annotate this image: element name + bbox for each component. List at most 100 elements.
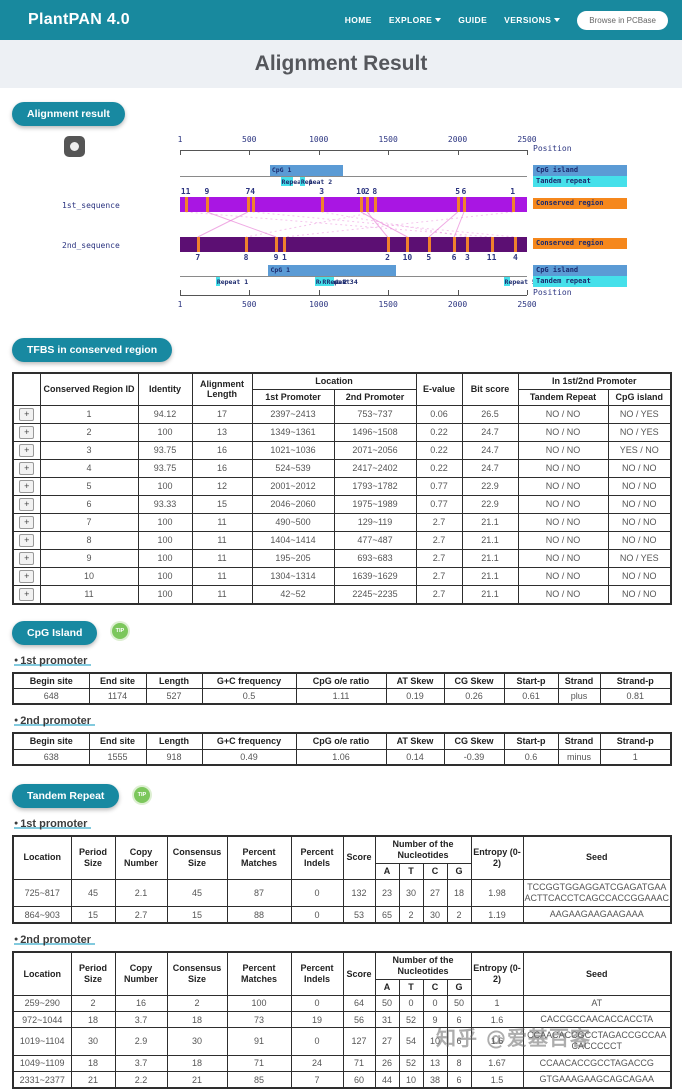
alignment-result-section-button[interactable]: Alignment result [12, 102, 125, 126]
promoter1-location-cell: 1404~1414 [251, 530, 335, 550]
tandem-repeat-cell: NO / NO [517, 422, 609, 442]
promoter1-location-cell: 524~539 [251, 458, 335, 478]
tandem-header-copy: Copy Number [114, 835, 168, 880]
browse-pcbase-button[interactable]: Browse in PCBase [577, 10, 668, 30]
cpg-header-end: End site [88, 672, 147, 690]
tfbs-header-1st-promoter: 1st Promoter [251, 388, 335, 406]
tip-badge-icon[interactable]: TIP [133, 786, 150, 803]
tfbs-header-2nd-promoter: 2nd Promoter [333, 388, 417, 406]
nucleotide-g-cell: 50 [446, 994, 472, 1012]
period-size-cell: 30 [70, 1027, 116, 1056]
marker-number: 4 [513, 253, 518, 262]
tandem-header-a: A [374, 978, 400, 996]
expand-cell: + [12, 530, 41, 550]
cpg-island-cell: NO / YES [607, 422, 672, 442]
expand-row-button[interactable]: + [19, 551, 35, 565]
cpg-island-section-button[interactable]: CpG Island [12, 620, 98, 645]
expand-row-button[interactable]: + [19, 515, 35, 529]
conserved-region-marker [373, 197, 377, 212]
gc-frequency-cell: 0.49 [201, 749, 297, 766]
expand-cell: + [12, 440, 41, 460]
expand-cell: + [12, 476, 41, 496]
cpg-header-strand: Strand [557, 732, 601, 751]
tandem-header-seed: Seed [522, 835, 672, 880]
expand-cell: + [12, 458, 41, 478]
copy-number-cell: 3.7 [114, 1054, 168, 1072]
nucleotide-g-cell: 6 [446, 1010, 472, 1029]
conserved-region-marker [246, 197, 250, 212]
expand-row-button[interactable]: + [19, 587, 35, 601]
marker-number: 1 [281, 253, 287, 262]
tandem-header-g: G [446, 862, 472, 880]
period-size-cell: 2 [70, 994, 116, 1012]
expand-row-button[interactable]: + [19, 533, 35, 547]
start-p-cell: 0.6 [503, 749, 559, 766]
brand-logo[interactable]: PlantPAN 4.0 [28, 11, 130, 28]
connector-line-region-8 [245, 211, 375, 238]
axis-tick-mark [388, 150, 390, 155]
tandem-repeat-label: Repeat 1 [281, 178, 313, 186]
position-axis-label-top: Position [533, 144, 572, 153]
identity-cell: 93.33 [137, 494, 193, 514]
period-size-cell: 15 [70, 906, 116, 924]
tandem-repeat-tag: Repeat 1 [280, 177, 313, 186]
location-cell: 725~817 [12, 878, 72, 908]
cpg-promoter1-table: Begin site End site Length G+C frequency… [12, 671, 672, 706]
promoter1-location-cell: 490~500 [251, 512, 335, 532]
tandem-header-entropy: Entropy (0-2) [470, 951, 524, 996]
copy-number-cell: 2.1 [114, 878, 168, 908]
nucleotide-a-cell: 26 [374, 1054, 400, 1072]
tandem-repeat-cell: NO / NO [517, 566, 609, 586]
seed-cell: CACCGCCAACACCACCTA [522, 1010, 672, 1029]
nav-home[interactable]: HOME [345, 15, 372, 25]
tip-badge-icon[interactable]: TIP [111, 623, 128, 640]
tfbs-header-identity: Identity [137, 372, 193, 406]
tfbs-table-row: + 8 100 11 1404~1414 477~487 2.7 21.1 NO… [12, 530, 672, 550]
tfbs-section-button[interactable]: TFBS in conserved region [12, 338, 173, 362]
conserved-region-marker [427, 237, 431, 252]
entropy-cell: 1.5 [470, 1070, 524, 1089]
entropy-cell: 1.98 [470, 878, 524, 908]
tfbs-table-row: + 1 94.12 17 2397~2413 753~737 0.06 26.5… [12, 404, 672, 424]
expand-row-button[interactable]: + [19, 443, 35, 457]
expand-row-button[interactable]: + [19, 569, 35, 583]
nucleotide-t-cell: 52 [398, 1054, 424, 1072]
chevron-down-icon [554, 18, 561, 22]
promoter2-location-cell: 1793~1782 [333, 476, 417, 496]
seed-cell: AT [522, 994, 672, 1012]
tandem-header-nucleotides: Number of the Nucleotides [374, 835, 472, 864]
nav-guide[interactable]: GUIDE [458, 15, 487, 25]
identity-cell: 100 [137, 548, 193, 568]
tandem-repeat-section-button[interactable]: Tandem Repeat [12, 784, 120, 809]
marker-number: 10 [402, 253, 413, 262]
conserved-region-marker [490, 237, 494, 252]
region-id-cell: 7 [39, 512, 139, 532]
strand-cell: minus [557, 749, 601, 766]
expand-row-button[interactable]: + [19, 407, 35, 421]
tandem-header-matches: Percent Matches [226, 835, 292, 880]
camera-icon[interactable] [64, 136, 85, 157]
tfbs-section-header: TFBS in conserved region [0, 338, 682, 362]
percent-matches-cell: 73 [226, 1010, 292, 1029]
watermark: 知乎 @爱基百客 [436, 1026, 591, 1050]
cg-skew-cell: -0.39 [443, 749, 505, 766]
bit-score-cell: 21.1 [461, 584, 519, 605]
nav-versions[interactable]: VERSIONS [504, 15, 561, 25]
cpg-header-oe: CpG o/e ratio [295, 732, 387, 751]
strand-p-cell: 0.81 [599, 688, 672, 705]
expand-row-button[interactable]: + [19, 479, 35, 493]
cpg-island-cell: YES / NO [607, 440, 672, 460]
nucleotide-t-cell: 2 [398, 906, 424, 924]
expand-row-button[interactable]: + [19, 497, 35, 511]
alignment-length-cell: 11 [191, 548, 253, 568]
promoter2-location-cell: 1496~1508 [333, 422, 417, 442]
nav-explore[interactable]: EXPLORE [389, 15, 442, 25]
cpg-promoter2-table: Begin site End site Length G+C frequency… [12, 732, 672, 767]
evalue-cell: 2.7 [415, 512, 463, 532]
expand-row-button[interactable]: + [19, 425, 35, 439]
tfbs-header-bit-score: Bit score [461, 372, 519, 406]
expand-row-button[interactable]: + [19, 461, 35, 475]
tandem-repeat-label: Repeat 2 [300, 178, 333, 186]
title-band: Alignment Result [0, 40, 682, 88]
cpg-header-begin: Begin site [12, 672, 90, 690]
